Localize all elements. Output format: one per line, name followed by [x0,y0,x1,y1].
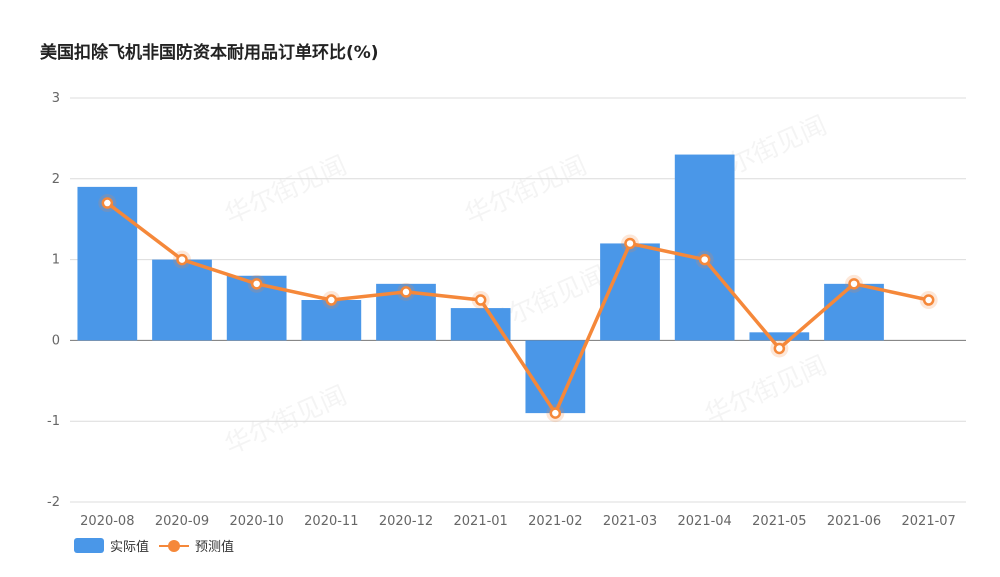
y-tick-label: -2 [47,495,60,510]
forecast-point [250,278,263,290]
bar [301,300,362,341]
bar [824,283,884,341]
x-tick-label: 2021-01 [454,514,508,529]
x-tick-label: 2020-08 [80,514,134,529]
bar [77,186,138,341]
x-tick-label: 2020-12 [379,514,433,529]
x-tick-label: 2021-07 [902,514,956,529]
forecast-point [922,294,935,306]
y-tick-label: -1 [47,414,60,429]
bar [152,259,212,341]
legend-swatch-line [159,538,190,553]
forecast-point [549,407,562,419]
x-tick-label: 2021-04 [678,514,732,529]
chart-title: 美国扣除飞机非国防资本耐用品订单环比(%) [40,43,379,63]
forecast-point [400,286,412,298]
bar [674,154,735,341]
forecast-point [176,253,188,266]
legend-item-actual[interactable]: 实际值 [74,536,149,555]
y-tick-label: 3 [52,91,60,106]
bar [749,332,810,341]
y-tick-label: 0 [52,333,60,348]
legend-label-forecast: 预测值 [195,540,235,555]
x-tick-label: 2020-11 [304,514,358,529]
x-tick-label: 2021-02 [528,514,582,529]
forecast-point [698,253,711,266]
x-tick-label: 2021-06 [827,514,881,529]
forecast-point [325,294,338,306]
x-tick-label: 2020-09 [155,514,209,529]
bar [525,340,586,414]
forecast-point [848,278,860,290]
legend-item-forecast[interactable]: 预测值 [159,536,234,555]
forecast-point [474,294,487,306]
x-tick-label: 2021-03 [603,514,657,529]
legend: 实际值 预测值 [74,536,244,555]
legend-swatch-bar [74,538,104,553]
bar [450,308,511,341]
forecast-point [773,342,786,355]
y-tick-label: 1 [52,253,60,268]
x-tick-label: 2021-05 [752,514,806,529]
x-tick-label: 2020-10 [230,514,284,529]
forecast-line [106,201,930,415]
forecast-point [101,197,114,209]
forecast-point [624,237,636,250]
y-tick-label: 2 [52,172,60,187]
legend-label-actual: 实际值 [110,540,150,555]
